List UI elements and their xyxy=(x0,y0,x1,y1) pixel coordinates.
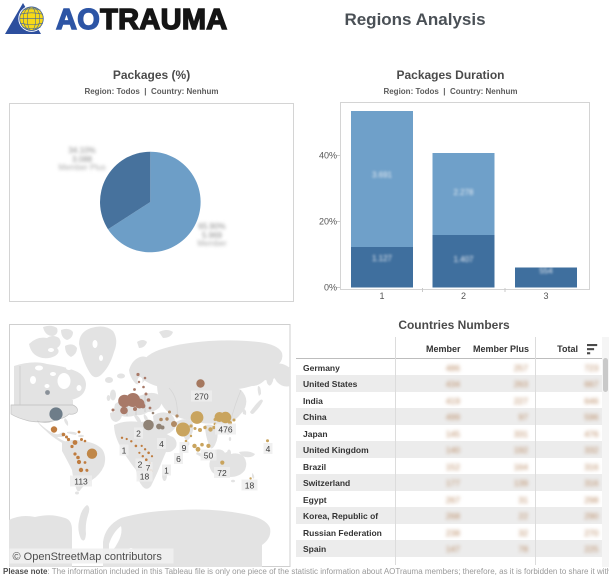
svg-text:4: 4 xyxy=(266,444,271,454)
svg-text:1.407: 1.407 xyxy=(453,255,474,264)
svg-text:20%: 20% xyxy=(319,217,337,227)
svg-text:0%: 0% xyxy=(324,283,337,293)
svg-text:1: 1 xyxy=(122,446,127,456)
svg-text:270: 270 xyxy=(194,392,208,402)
svg-text:2: 2 xyxy=(461,291,466,301)
svg-text:6: 6 xyxy=(176,454,181,464)
svg-text:© OpenStreetMap contributors: © OpenStreetMap contributors xyxy=(13,551,163,563)
svg-text:9: 9 xyxy=(182,443,187,453)
svg-text:18: 18 xyxy=(245,481,255,491)
svg-text:4: 4 xyxy=(159,439,164,449)
svg-text:476: 476 xyxy=(218,425,232,435)
svg-text:554: 554 xyxy=(539,267,553,276)
svg-text:7: 7 xyxy=(146,463,151,473)
svg-text:40%: 40% xyxy=(319,151,337,161)
svg-text:3.691: 3.691 xyxy=(372,171,393,180)
svg-text:2.278: 2.278 xyxy=(453,188,474,197)
svg-text:18: 18 xyxy=(140,472,150,482)
svg-text:2: 2 xyxy=(136,429,141,439)
svg-text:72: 72 xyxy=(217,468,227,478)
svg-text:113: 113 xyxy=(74,477,88,487)
svg-text:3: 3 xyxy=(543,291,548,301)
svg-text:1: 1 xyxy=(164,466,169,476)
svg-text:2: 2 xyxy=(138,460,143,470)
svg-text:50: 50 xyxy=(204,451,214,461)
svg-text:1.127: 1.127 xyxy=(372,254,393,263)
svg-text:1: 1 xyxy=(379,291,384,301)
